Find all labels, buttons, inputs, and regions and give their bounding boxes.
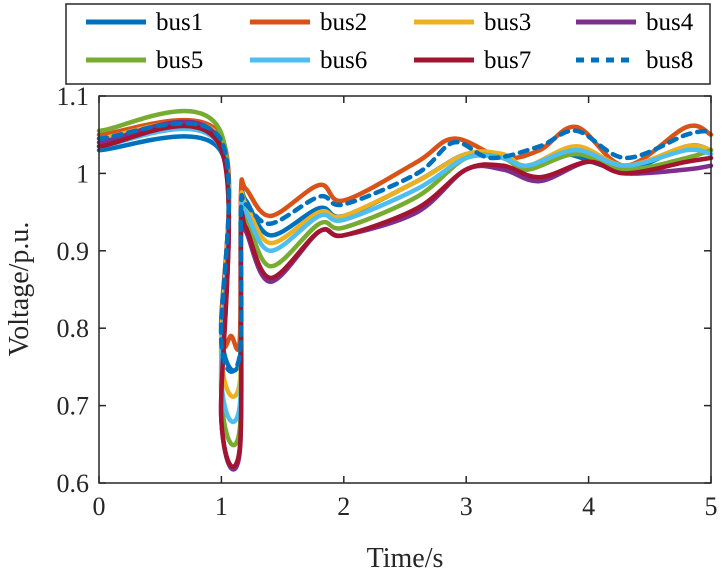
legend-label-bus3: bus3 xyxy=(484,9,531,36)
axes xyxy=(98,95,712,484)
x-axis-title: Time/s xyxy=(367,543,444,574)
y-tick-label: 0.9 xyxy=(57,237,90,266)
legend: bus1 bus2 bus3 bus4 bus5 bus6 bus7 bus8 xyxy=(65,3,711,85)
legend-label-bus5: bus5 xyxy=(156,47,203,74)
legend-label-bus7: bus7 xyxy=(484,47,531,74)
series-line-bus8 xyxy=(96,121,714,374)
legend-label-bus4: bus4 xyxy=(646,9,694,36)
x-tick-label: 0 xyxy=(93,492,106,521)
ticks: 0 1 2 3 4 5 0.6 0.7 0.8 0.9 1 1.1 xyxy=(57,82,718,521)
y-tick-label: 1.1 xyxy=(57,82,90,111)
series-line-bus7 xyxy=(96,123,714,470)
x-tick-label: 5 xyxy=(705,492,718,521)
legend-label-bus8: bus8 xyxy=(646,47,693,74)
x-tick-label: 1 xyxy=(215,492,228,521)
x-tick-label: 2 xyxy=(337,492,350,521)
plot-lines xyxy=(96,108,714,472)
y-tick-label: 0.7 xyxy=(57,392,90,421)
y-tick-label: 0.6 xyxy=(57,469,90,498)
y-tick-label: 1 xyxy=(76,159,89,188)
plot-frame xyxy=(98,95,712,484)
y-tick-label: 0.8 xyxy=(57,314,90,343)
legend-label-bus1: bus1 xyxy=(156,9,203,36)
legend-box xyxy=(65,3,711,85)
series-line-bus5 xyxy=(96,108,714,448)
y-axis-title: Voltage/p.u. xyxy=(4,222,35,357)
x-tick-label: 4 xyxy=(582,492,595,521)
legend-label-bus2: bus2 xyxy=(320,9,367,36)
legend-label-bus6: bus6 xyxy=(320,47,367,74)
x-tick-label: 3 xyxy=(460,492,473,521)
